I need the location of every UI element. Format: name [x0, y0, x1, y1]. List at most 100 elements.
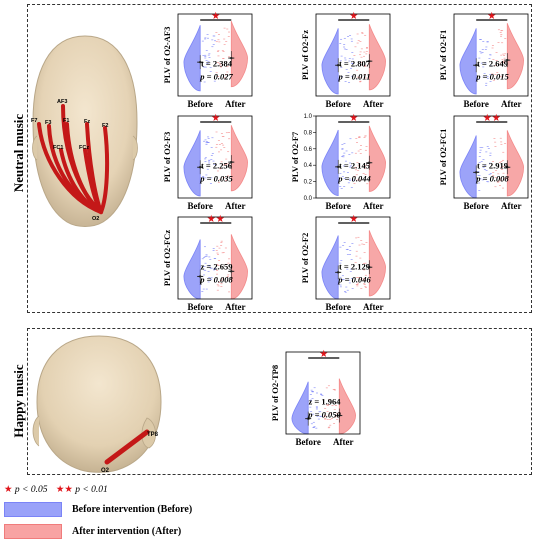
x-label-after: After [363, 99, 383, 109]
violin-panel: ★★ z = 2.659 p = 0.008 Before After PLV of O2… [142, 213, 254, 328]
after-violin-points [353, 32, 368, 83]
before-violin-points [339, 138, 355, 189]
violin-panel: ★ t = 2.384 p = 0.027 Before After PLV of O2-… [142, 10, 254, 125]
y-axis-label: PLV of O2-TP8 [270, 365, 280, 421]
violin-panel: ★ t = 2.129 p = 0.046 Before After PLV of O2-… [280, 213, 392, 328]
x-label-after: After [225, 302, 245, 312]
y-axis-label: PLV of O2-F1 [438, 30, 448, 81]
test-statistic: z = 2.659 [200, 261, 232, 271]
y-axis-label: PLV of O2-FC1 [438, 129, 448, 186]
significance-legend: ★ p < 0.05 ★★ p < 0.01 [4, 484, 108, 495]
after-violin-points [354, 236, 368, 289]
test-statistic: t = 2.649 [477, 58, 508, 68]
before-violin-points [309, 387, 324, 429]
sig2-star-icon: ★★ [55, 485, 73, 495]
after-violin [506, 130, 524, 197]
legend-after-label: After intervention (After) [72, 526, 182, 537]
after-violin [506, 23, 524, 90]
before-violin-points [202, 136, 216, 184]
before-violin-points [201, 246, 217, 292]
y-tick-label: 0.0 [304, 196, 313, 202]
x-label-before: Before [326, 99, 351, 109]
after-violin-points [491, 29, 507, 81]
violin-chart: ★ t = 2.256 p = 0.035 Before After PLV of O2-… [162, 113, 253, 211]
after-violin [338, 378, 356, 435]
x-label-after: After [225, 99, 245, 109]
test-statistic: t = 2.919 [477, 160, 508, 170]
before-violin-points [339, 35, 355, 83]
after-violin [230, 21, 248, 88]
electrode-label-fz: Fz [84, 119, 90, 125]
significance-star-icon: ★★ [483, 113, 501, 124]
significance-star-icon: ★★ [207, 214, 225, 225]
before-violin-points [477, 39, 492, 86]
plot-frame [315, 216, 391, 300]
p-value: p = 0.050 [307, 410, 341, 420]
neutral-music-section [27, 4, 532, 313]
p-value: p = 0.008 [475, 174, 509, 184]
neutral-section-label: Neutral music [11, 113, 26, 193]
x-label-before: Before [188, 201, 213, 211]
before-swatch [4, 502, 62, 517]
y-axis-label: PLV of O2-F7 [290, 131, 300, 182]
plot-frame [453, 115, 529, 199]
after-violin [368, 24, 386, 91]
legend-before: Before intervention (Before) [4, 502, 192, 517]
after-violin [368, 125, 386, 192]
violin-chart: ★ t = 2.807 p = 0.011 Before After PLV of O2-… [300, 11, 391, 109]
y-tick-label: 1.0 [304, 114, 313, 120]
after-violin-points [215, 131, 231, 183]
violin-panel: ★ t = 2.256 p = 0.035 Before After PLV of O2-… [142, 112, 254, 227]
before-violin [291, 381, 309, 435]
after-swatch [4, 524, 62, 539]
violin-chart: 0.0 0.2 0.4 0.6 0.8 1.0 ★ t = 2.145 p = 0.044 Bef… [290, 113, 391, 211]
electrode-label-o2: O2 [92, 216, 99, 222]
x-label-before: Before [326, 201, 351, 211]
electrode-label-f1: F1 [63, 118, 69, 124]
p-value: p = 0.015 [475, 72, 509, 82]
plot-frame [315, 13, 391, 97]
violin-panel: ★ t = 2.807 p = 0.011 Before After PLV of O2-… [280, 10, 392, 125]
violin-chart: ★ t = 2.649 p = 0.015 Before After PLV of O2-… [438, 11, 529, 109]
plot-frame [177, 115, 253, 199]
p-value: p = 0.046 [337, 275, 371, 285]
significance-star-icon: ★ [487, 11, 496, 22]
significance-star-icon: ★ [211, 113, 220, 124]
violin-chart: ★★ z = 2.659 p = 0.008 Before After PLV of O2… [162, 214, 253, 312]
electrode-label-fcz: FCz [79, 145, 89, 151]
electrode-lines [37, 104, 110, 214]
p-value: p = 0.044 [337, 174, 370, 184]
plot-frame [177, 216, 253, 300]
y-tick-label: 0.2 [304, 180, 313, 186]
x-label-after: After [501, 99, 521, 109]
plot-frame [285, 351, 361, 435]
violin-panel: ★★ t = 2.919 p = 0.008 Before After PLV of O2… [418, 112, 530, 227]
x-label-before: Before [464, 99, 489, 109]
y-tick-label: 0.6 [304, 147, 313, 153]
y-axis-label: PLV of O2-AF3 [162, 27, 172, 84]
electrode-label-f2: F2 [102, 123, 108, 129]
after-violin [368, 230, 386, 297]
y-axis-label: PLV of O2-Fz [300, 30, 310, 80]
before-violin [321, 129, 339, 196]
plot-frame [315, 115, 391, 199]
significance-star-icon: ★ [349, 113, 358, 124]
after-violin-points [215, 27, 231, 79]
before-violin [183, 25, 201, 92]
electrode-label-tp8: TP8 [147, 432, 159, 438]
before-violin-points [339, 242, 354, 293]
violin-panel: 0.0 0.2 0.4 0.6 0.8 1.0 ★ t = 2.145 p = 0.044 Bef… [280, 112, 392, 227]
electrode-label-f3: F3 [45, 120, 51, 126]
x-label-after: After [363, 201, 383, 211]
y-tick-label: 0.4 [304, 163, 313, 169]
significance-star-icon: ★ [349, 11, 358, 22]
x-label-after: After [501, 201, 521, 211]
after-violin-points [491, 137, 507, 189]
violin-panel: ★ z = 1.964 p = 0.050 Before After PLV of O2-… [250, 348, 362, 463]
plot-frame [177, 13, 253, 97]
x-label-after: After [333, 437, 353, 447]
significance-star-icon: ★ [211, 11, 220, 22]
violin-chart: ★ t = 2.129 p = 0.046 Before After PLV of O2-… [300, 214, 391, 312]
x-label-before: Before [464, 201, 489, 211]
before-violin [183, 239, 201, 300]
